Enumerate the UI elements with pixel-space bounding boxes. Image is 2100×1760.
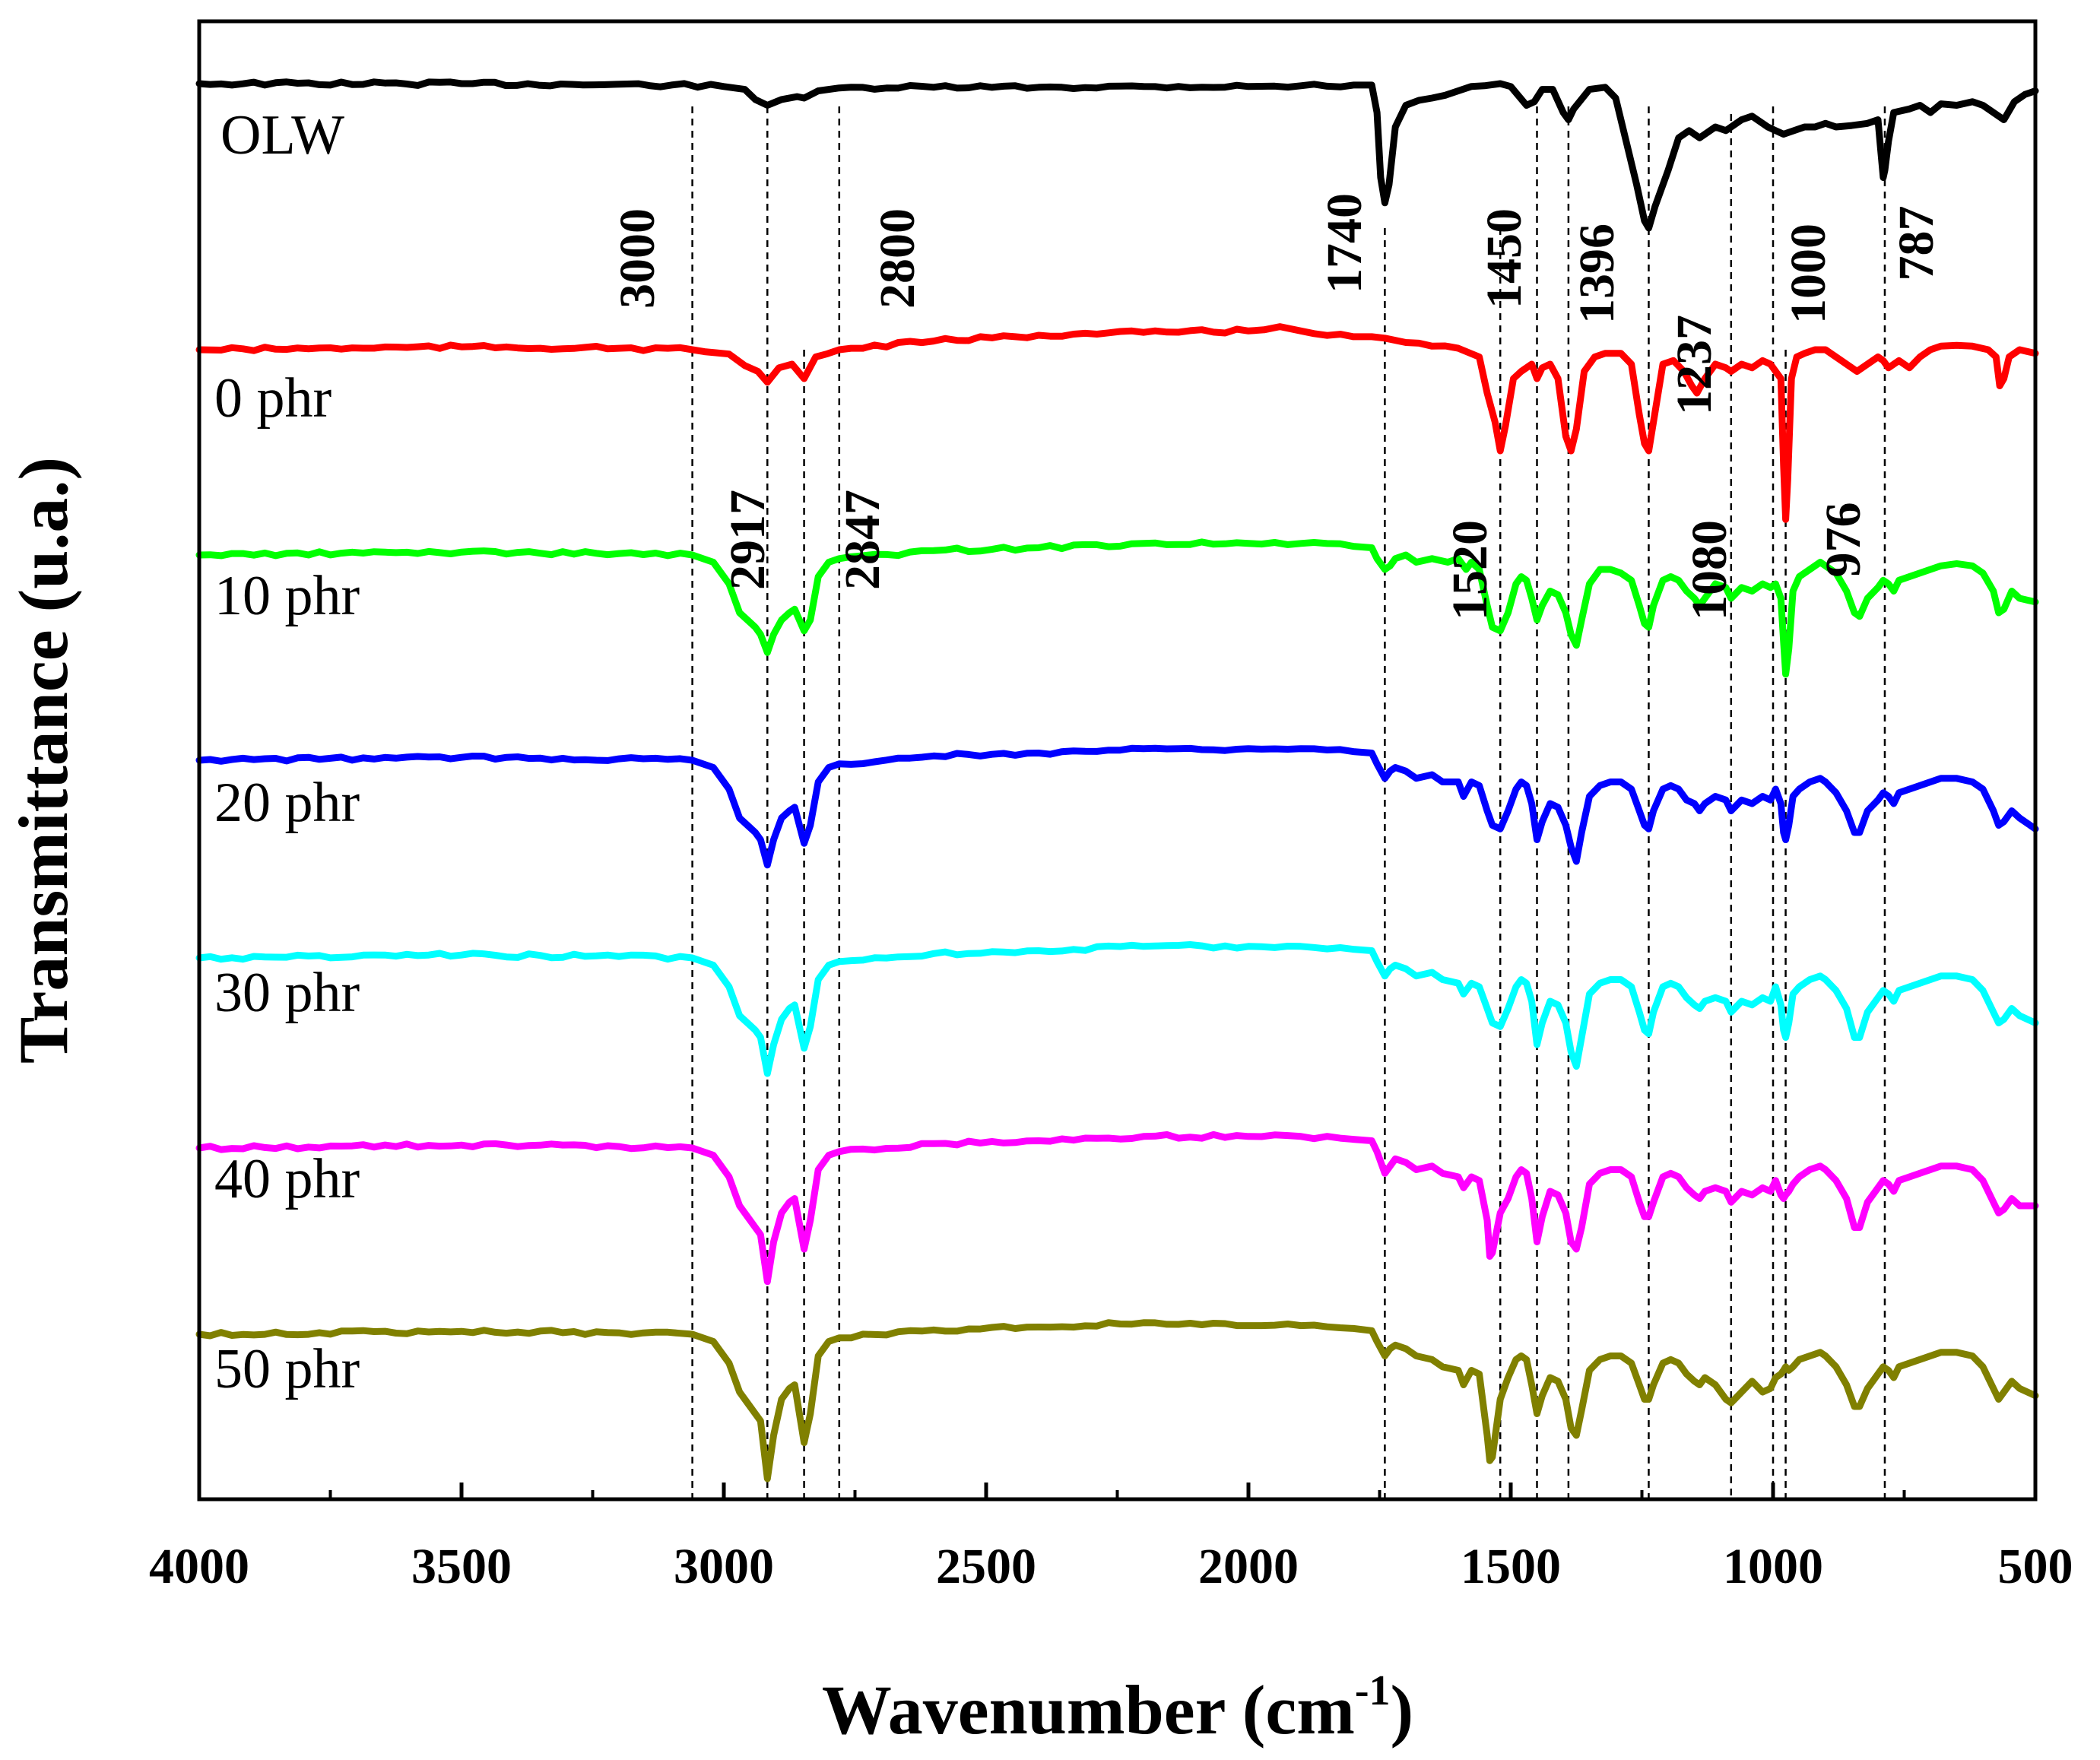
x-tick-label: 2500: [936, 1539, 1036, 1594]
peak-labels: 3000 2800 1740 1450 1396 1237 1000 787 2917 2847 1…: [610, 193, 1944, 620]
series-line: [195, 744, 2039, 869]
x-tick-label: 1500: [1461, 1539, 1561, 1594]
peak-label: 2847: [835, 490, 890, 590]
peak-label: 976: [1816, 503, 1871, 578]
peak-label: 1520: [1442, 520, 1498, 620]
series-line: [195, 78, 2039, 232]
series-line: [195, 1131, 2039, 1286]
x-axis-title-main: Wavenumber (cm: [822, 1671, 1355, 1749]
x-tick-label: 500: [1998, 1539, 2073, 1594]
series-line: [195, 323, 2039, 523]
peak-label: 1450: [1477, 208, 1532, 309]
series-label: 40 phr: [214, 1148, 360, 1210]
series-label: OLW: [220, 104, 344, 166]
peak-label: 2800: [870, 208, 925, 309]
x-tick-label: 2000: [1198, 1539, 1299, 1594]
x-tick-label: 3000: [674, 1539, 774, 1594]
x-tick-label: 4000: [149, 1539, 249, 1594]
series-line: [195, 941, 2039, 1077]
peak-label: 1080: [1682, 520, 1737, 620]
x-axis-title-close: ): [1391, 1671, 1414, 1749]
series-line: [195, 1319, 2039, 1483]
series-label: 0 phr: [214, 367, 331, 430]
peak-label: 1396: [1569, 224, 1625, 324]
series-line: [195, 538, 2039, 678]
series-label: 50 phr: [214, 1338, 360, 1400]
series-label: 30 phr: [214, 962, 360, 1024]
peak-label: 2917: [720, 490, 776, 590]
series-lines: [195, 78, 2039, 1483]
y-axis-title: Transmittance (u.a.): [5, 457, 82, 1064]
plot-frame: [197, 19, 2038, 1502]
peak-label: 1237: [1667, 315, 1722, 415]
x-axis-title: Wavenumber (cm-1): [822, 1667, 1413, 1749]
x-axis-ticks: 4000 3500 3000 2500 2000 1500 1000 500: [149, 1483, 2073, 1594]
series-label: 20 phr: [214, 772, 360, 834]
x-axis-title-sup: -1: [1355, 1667, 1391, 1714]
peak-label: 787: [1889, 206, 1944, 281]
peak-label: 1000: [1781, 224, 1836, 324]
series-label: 10 phr: [214, 565, 360, 627]
peak-label: 3000: [610, 208, 665, 309]
x-tick-label: 3500: [411, 1539, 512, 1594]
series-labels: OLW 0 phr 10 phr 20 phr 30 phr 40 phr 50 phr: [214, 104, 360, 1400]
x-tick-label: 1000: [1723, 1539, 1823, 1594]
peak-label: 1740: [1317, 193, 1372, 293]
